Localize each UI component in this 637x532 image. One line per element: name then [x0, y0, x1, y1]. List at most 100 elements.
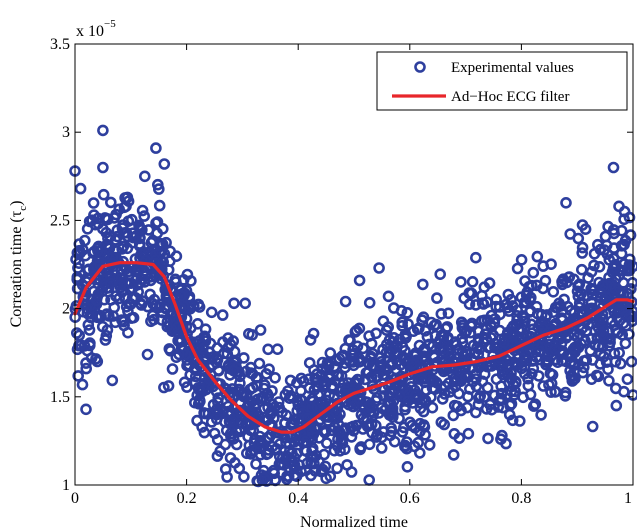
data-point: [386, 344, 398, 357]
data-point: [196, 421, 208, 433]
data-point: [74, 182, 87, 195]
data-point: [101, 324, 114, 336]
exponent-label: x 10−5: [76, 18, 116, 40]
data-point: [399, 332, 412, 345]
data-point: [175, 289, 187, 302]
data-point: [609, 282, 621, 295]
data-point: [281, 470, 293, 483]
data-point: [407, 325, 420, 338]
data-point: [464, 326, 477, 339]
exponent-prefix: x 10: [76, 23, 104, 40]
filter-line: [73, 261, 635, 434]
data-point: [239, 297, 251, 310]
data-point: [619, 234, 632, 247]
data-point: [610, 399, 623, 412]
data-point: [560, 332, 572, 344]
x-tick-label: 0.6: [400, 490, 420, 507]
data-point: [469, 406, 482, 419]
data-point: [549, 386, 562, 398]
data-point: [116, 286, 128, 298]
data-point: [138, 210, 150, 222]
data-point: [241, 401, 253, 413]
data-point: [347, 400, 360, 413]
data-point: [353, 374, 365, 386]
data-point: [603, 271, 615, 284]
data-point: [490, 373, 503, 386]
data-point: [615, 247, 628, 260]
data-point: [72, 370, 84, 382]
x-axis-label: Normalized time: [300, 514, 408, 531]
data-point: [500, 298, 513, 311]
data-point: [211, 450, 224, 462]
data-point: [539, 274, 552, 287]
data-point: [227, 364, 240, 377]
data-point: [402, 318, 414, 331]
data-point: [530, 279, 543, 292]
data-point: [515, 253, 528, 266]
data-point: [316, 397, 329, 410]
data-point: [592, 370, 605, 383]
data-point: [456, 322, 469, 334]
y-tick-label: 1: [62, 477, 70, 494]
data-point: [377, 369, 389, 381]
data-point: [144, 274, 157, 287]
data-point: [399, 403, 411, 416]
data-point: [556, 275, 568, 288]
data-point: [303, 373, 315, 386]
data-point: [353, 274, 366, 287]
data-point: [116, 243, 128, 255]
data-point: [447, 449, 460, 461]
data-point: [224, 452, 237, 464]
data-point: [401, 306, 414, 319]
data-point: [99, 278, 111, 291]
data-point: [380, 324, 393, 336]
data-point: [111, 224, 124, 236]
data-point: [501, 355, 514, 367]
x-tick-label: 0: [71, 490, 79, 507]
data-point: [177, 299, 190, 312]
data-point: [428, 349, 440, 362]
data-point: [412, 436, 425, 449]
data-point: [579, 335, 591, 347]
data-point: [385, 422, 397, 434]
data-point: [438, 337, 451, 349]
data-point: [268, 401, 281, 414]
data-point: [537, 260, 550, 272]
data-point: [565, 350, 578, 363]
data-point: [579, 223, 592, 235]
data-point: [543, 379, 555, 391]
data-point: [136, 204, 149, 217]
data-point: [262, 390, 275, 402]
data-point: [102, 213, 114, 226]
data-point: [141, 348, 154, 361]
data-point: [318, 448, 330, 461]
data-point: [139, 170, 151, 183]
data-point: [71, 343, 84, 356]
data-point: [607, 224, 620, 236]
data-point: [97, 188, 110, 201]
y-tick-label: 2.5: [50, 212, 70, 229]
data-point: [625, 283, 637, 295]
data-point: [409, 390, 422, 402]
data-point: [373, 262, 385, 274]
data-point: [217, 405, 229, 417]
data-point: [601, 248, 614, 260]
data-point: [158, 381, 170, 394]
legend: Experimental values Ad−Hoc ECG filter: [376, 51, 628, 111]
data-point: [493, 301, 506, 313]
data-point: [347, 424, 360, 437]
data-point: [613, 305, 626, 318]
data-point: [254, 324, 267, 336]
data-point: [308, 384, 321, 396]
y-axis-label-close: ): [8, 201, 25, 206]
data-point: [247, 425, 260, 437]
data-point: [206, 359, 219, 371]
data-point: [607, 161, 620, 174]
data-point: [307, 327, 320, 340]
data-point: [532, 370, 545, 382]
data-point: [83, 324, 96, 336]
data-point: [462, 427, 475, 440]
data-point: [549, 318, 562, 331]
data-point: [255, 392, 268, 404]
